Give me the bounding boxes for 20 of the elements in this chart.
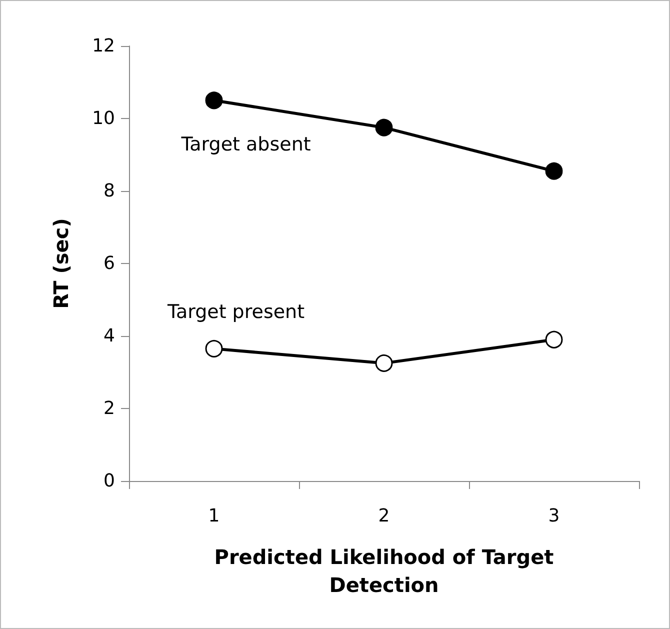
y-tick-label: 8 (104, 180, 115, 202)
y-tick-label: 2 (104, 398, 115, 419)
y-tick-label: 12 (92, 36, 115, 56)
point (545, 330, 563, 348)
x-axis-title: Predicted Likelihood of Target Detection (214, 545, 554, 597)
y-tick-label: 0 (104, 470, 115, 492)
x-tick-label: 1 (208, 506, 220, 526)
point (375, 118, 393, 136)
y-tick-label: 6 (104, 253, 115, 274)
series-label: Target absent (180, 134, 311, 156)
x-tick-label: 3 (548, 506, 560, 526)
y-axis-title: RT (sec) (49, 218, 73, 309)
point (545, 162, 563, 180)
point (205, 92, 223, 110)
point (375, 354, 393, 372)
y-tick-label: 4 (104, 326, 115, 346)
point (205, 340, 223, 358)
series-label: Target present (166, 300, 305, 323)
x-tick-label: 2 (378, 506, 390, 526)
y-tick-label: 10 (92, 108, 115, 129)
